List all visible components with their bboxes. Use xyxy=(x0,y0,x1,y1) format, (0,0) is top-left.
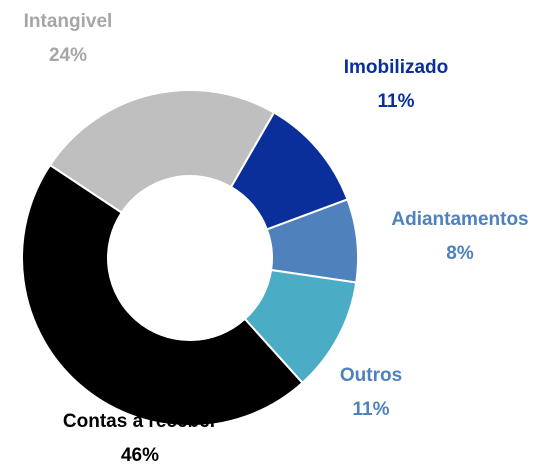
donut-slice xyxy=(21,163,304,427)
slice-value: 11% xyxy=(378,91,415,112)
slice-label: Imobilizado xyxy=(344,57,449,78)
slice-label: Outros xyxy=(340,365,402,386)
slice-value: 11% xyxy=(353,399,390,420)
slice-value: 46% xyxy=(121,445,159,466)
donut-slice xyxy=(48,89,276,215)
slice-value: 8% xyxy=(446,243,474,264)
slice-value: 24% xyxy=(49,45,87,66)
slice-label: Intangivel xyxy=(24,11,113,32)
slice-label: Contas a receber xyxy=(63,411,218,432)
slice-label: Adiantamentos xyxy=(391,209,528,230)
